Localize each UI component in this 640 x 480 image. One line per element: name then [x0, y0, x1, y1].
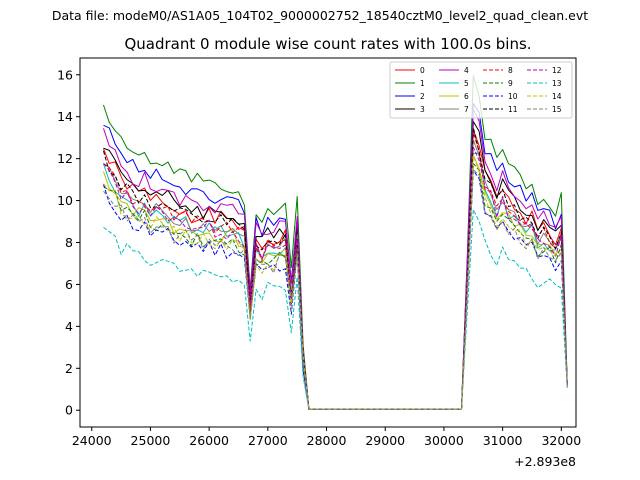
- y-tick-label: 4: [65, 319, 73, 334]
- series-line-1: [103, 75, 568, 410]
- x-tick-label: 32000: [541, 433, 581, 448]
- legend-label-9: 9: [508, 79, 513, 88]
- series-line-10: [103, 170, 568, 410]
- x-tick-label: 26000: [189, 433, 229, 448]
- x-tick-label: 27000: [248, 433, 288, 448]
- y-axis: 0 2 4 6 8 10 12 14 16: [57, 67, 80, 418]
- series-layer: [103, 75, 568, 410]
- legend-label-8: 8: [508, 66, 513, 75]
- series-line-9: [103, 163, 568, 410]
- legend-label-14: 14: [552, 92, 562, 101]
- legend-label-3: 3: [420, 105, 425, 114]
- series-line-4: [103, 108, 568, 410]
- y-tick-label: 0: [65, 403, 73, 418]
- x-offset-label: +2.893e8: [514, 454, 576, 469]
- legend-label-15: 15: [552, 105, 562, 114]
- x-axis: 24000 25000 26000 27000 28000 29000 30000 31000…: [72, 427, 581, 448]
- x-tick-label: 31000: [483, 433, 523, 448]
- series-line-8: [103, 132, 568, 410]
- y-tick-label: 8: [65, 235, 73, 250]
- legend-label-11: 11: [508, 105, 518, 114]
- series-line-11: [103, 127, 568, 410]
- legend-label-1: 1: [420, 79, 425, 88]
- x-tick-label: 28000: [307, 433, 347, 448]
- legend-box: [389, 61, 573, 119]
- legend-label-2: 2: [420, 92, 425, 101]
- y-tick-label: 10: [57, 193, 73, 208]
- legend-label-6: 6: [464, 92, 469, 101]
- y-tick-label: 16: [57, 67, 73, 82]
- y-tick-label: 12: [57, 151, 73, 166]
- legend-label-10: 10: [508, 92, 518, 101]
- legend-label-4: 4: [464, 66, 469, 75]
- series-line-6: [103, 154, 568, 410]
- legend-label-7: 7: [464, 105, 469, 114]
- y-tick-label: 2: [65, 361, 73, 376]
- series-line-3: [103, 121, 568, 410]
- series-line-14: [103, 155, 568, 410]
- x-tick-label: 24000: [72, 433, 112, 448]
- chart-suptitle: Data file: modeM0/AS1A05_104T02_90000027…: [52, 8, 588, 23]
- y-tick-label: 14: [57, 109, 73, 124]
- series-line-2: [103, 103, 568, 410]
- x-tick-label: 29000: [365, 433, 405, 448]
- x-tick-label: 30000: [424, 433, 464, 448]
- legend-label-0: 0: [420, 66, 425, 75]
- legend-label-13: 13: [552, 79, 562, 88]
- y-tick-label: 6: [65, 277, 73, 292]
- chart-title: Quadrant 0 module wise count rates with …: [124, 35, 531, 53]
- legend-label-12: 12: [552, 66, 562, 75]
- legend-label-5: 5: [464, 79, 469, 88]
- x-tick-label: 25000: [131, 433, 171, 448]
- series-line-15: [103, 169, 568, 410]
- series-line-7: [103, 139, 568, 410]
